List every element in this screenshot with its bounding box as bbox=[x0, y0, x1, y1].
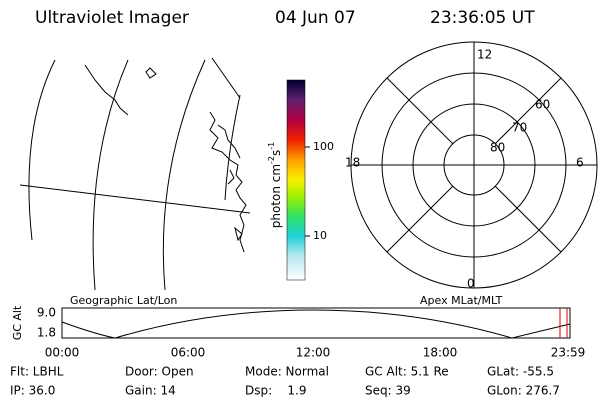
status-field: Dsp: 1.9 bbox=[245, 384, 307, 398]
unit: s bbox=[269, 150, 283, 156]
colorbar-tick: 10 bbox=[313, 229, 327, 242]
y-tick-label: 1.8 bbox=[37, 326, 56, 340]
colorbar-label: photon cm-2s-1 bbox=[267, 142, 283, 229]
status-field: GC Alt: 5.1 Re bbox=[365, 365, 449, 379]
title: Ultraviolet Imager bbox=[35, 8, 189, 28]
exponent: -1 bbox=[267, 142, 276, 150]
status-field: Seq: 39 bbox=[365, 384, 411, 398]
exponent: -2 bbox=[267, 156, 276, 164]
colorbar-tick: 100 bbox=[313, 140, 334, 153]
unit: photon cm bbox=[269, 164, 283, 228]
y-tick-label: 9.0 bbox=[37, 306, 56, 320]
x-tick-label: 18:00 bbox=[423, 346, 458, 360]
status-field: Flt: LBHL bbox=[10, 365, 64, 379]
mlt-label: 0 bbox=[467, 277, 475, 291]
mlat-label: 80 bbox=[490, 141, 505, 155]
status-field: GLon: 276.7 bbox=[487, 384, 560, 398]
x-tick-label: 12:00 bbox=[296, 346, 331, 360]
polar-grid: 12 18 6 0 60 70 80 bbox=[345, 41, 598, 291]
status-field: Door: Open bbox=[125, 365, 194, 379]
status-field: Gain: 14 bbox=[125, 384, 176, 398]
status-field: Mode: Normal bbox=[245, 365, 329, 379]
mlt-label: 6 bbox=[576, 156, 584, 170]
x-tick-label: 06:00 bbox=[171, 346, 206, 360]
time: 23:36:05 UT bbox=[430, 8, 535, 28]
mlat-label: 60 bbox=[535, 98, 550, 112]
status-field: IP: 36.0 bbox=[10, 384, 55, 398]
altitude-plot: Geographic Lat/Lon Apex MLat/MLT GC Alt … bbox=[11, 294, 585, 360]
mlt-label: 18 bbox=[345, 156, 360, 170]
panel-label: Geographic Lat/Lon bbox=[70, 294, 177, 307]
x-tick-label: 23:59 bbox=[551, 346, 586, 360]
status-field: GLat: -55.5 bbox=[487, 365, 554, 379]
status-fields: Flt: LBHL Door: Open Mode: Normal GC Alt: 5… bbox=[10, 365, 560, 398]
colorbar: 100 10 photon cm-2s-1 bbox=[267, 79, 334, 281]
map bbox=[19, 57, 251, 291]
date: 04 Jun 07 bbox=[275, 8, 356, 28]
mlat-label: 70 bbox=[512, 121, 527, 135]
y-axis-label: GC Alt bbox=[11, 305, 24, 340]
mlt-label: 12 bbox=[477, 48, 492, 62]
panel-label: Apex MLat/MLT bbox=[420, 294, 503, 307]
x-tick-label: 00:00 bbox=[45, 346, 80, 360]
